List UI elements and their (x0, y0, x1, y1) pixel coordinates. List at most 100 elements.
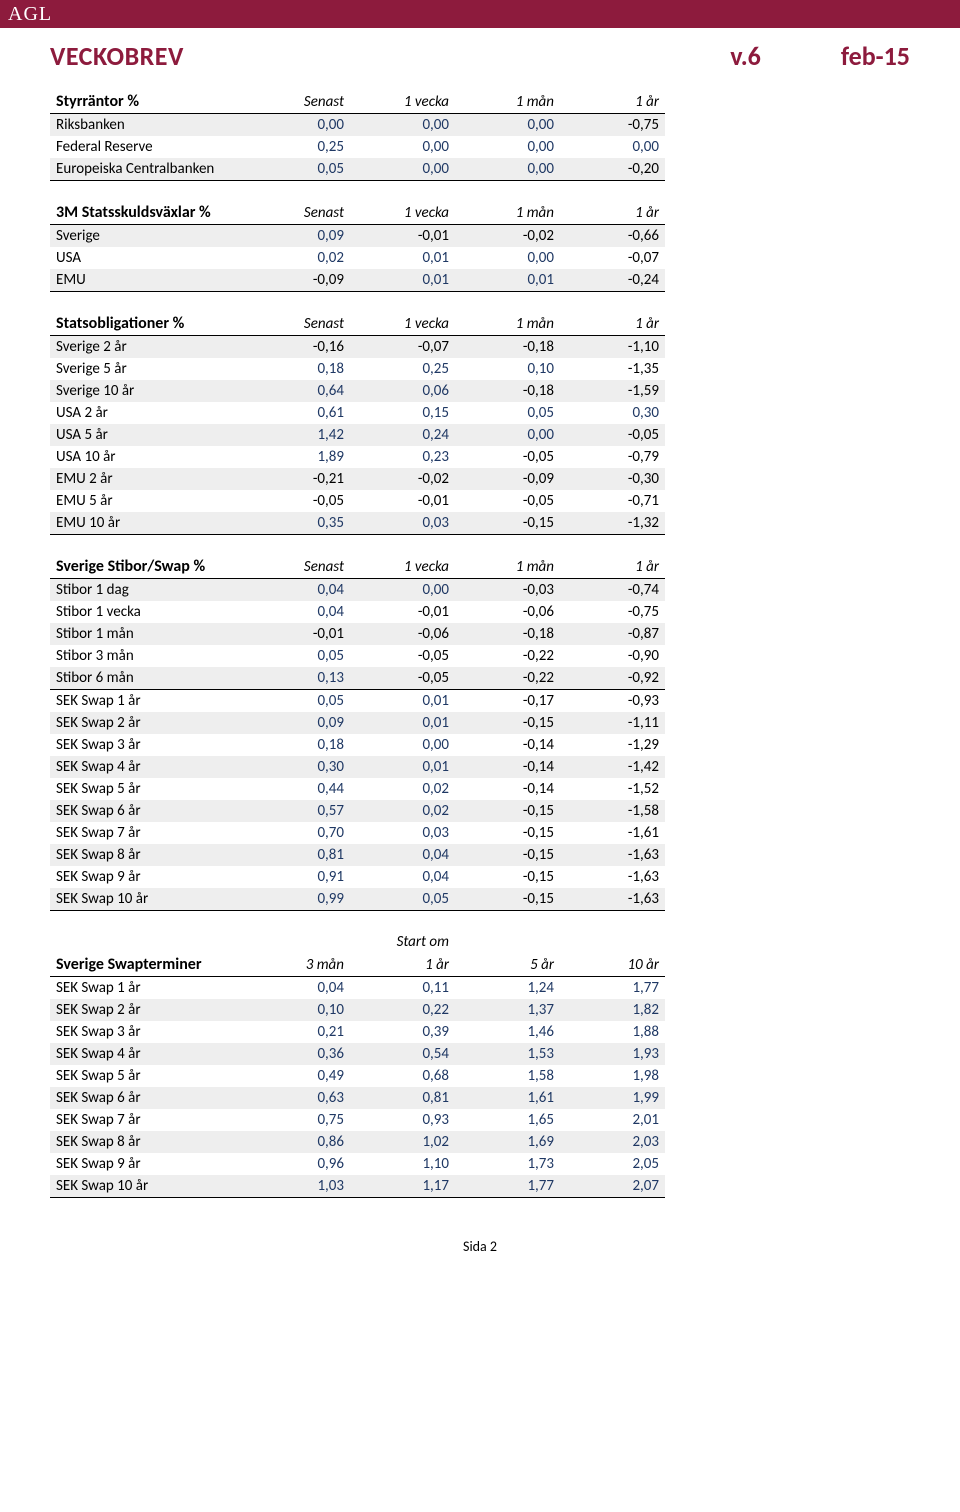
row-label: SEK Swap 5 år (50, 778, 250, 800)
cell-value: -0,22 (455, 645, 560, 667)
cell-value: 0,00 (455, 247, 560, 269)
cell-value: -0,06 (455, 601, 560, 623)
tables-wrap: Styrräntor %Senast1 vecka1 mån1 årRiksba… (50, 90, 665, 1198)
table-row: SEK Swap 5 år0,440,02-0,14-1,52 (50, 778, 665, 800)
statsskuld-table: 3M Statsskuldsväxlar %Senast1 vecka1 mån… (50, 201, 665, 292)
table-row: Riksbanken0,000,000,00-0,75 (50, 114, 665, 137)
swapterm-col-0: 3 mån (250, 953, 350, 977)
cell-value: -0,05 (350, 667, 455, 690)
cell-value: -1,11 (560, 712, 665, 734)
row-label: Sverige 5 år (50, 358, 250, 380)
statsoblig-title: Statsobligationer % (50, 312, 250, 336)
cell-value: 0,06 (350, 380, 455, 402)
row-label: SEK Swap 7 år (50, 1109, 250, 1131)
statsoblig-col-0: Senast (250, 312, 350, 336)
cell-value: 1,17 (350, 1175, 455, 1198)
cell-value: -0,09 (250, 269, 350, 292)
cell-value: -1,63 (560, 844, 665, 866)
cell-value: -0,90 (560, 645, 665, 667)
period-label: feb-15 (841, 40, 910, 72)
table-row: SEK Swap 2 år0,100,221,371,82 (50, 999, 665, 1021)
row-label: Stibor 6 mån (50, 667, 250, 690)
row-label: SEK Swap 3 år (50, 734, 250, 756)
table-row: Sverige 5 år0,180,250,10-1,35 (50, 358, 665, 380)
cell-value: 0,05 (455, 402, 560, 424)
statsoblig-col-1: 1 vecka (350, 312, 455, 336)
table-row: USA0,020,010,00-0,07 (50, 247, 665, 269)
cell-value: 0,10 (250, 999, 350, 1021)
cell-value: 0,25 (350, 358, 455, 380)
cell-value: 1,58 (455, 1065, 560, 1087)
table-row: SEK Swap 1 år0,040,111,241,77 (50, 977, 665, 1000)
cell-value: 1,82 (560, 999, 665, 1021)
statsskuld-col-0: Senast (250, 201, 350, 225)
cell-value: 0,01 (350, 690, 455, 713)
cell-value: 0,05 (250, 645, 350, 667)
cell-value: -1,29 (560, 734, 665, 756)
cell-value: 0,25 (250, 136, 350, 158)
cell-value: -1,59 (560, 380, 665, 402)
cell-value: -0,01 (350, 601, 455, 623)
cell-value: 1,69 (455, 1131, 560, 1153)
cell-value: -0,05 (560, 424, 665, 446)
cell-value: 1,61 (455, 1087, 560, 1109)
cell-value: -0,75 (560, 114, 665, 137)
cell-value: 0,00 (350, 734, 455, 756)
cell-value: -0,03 (455, 579, 560, 602)
swapterm-col-3: 10 år (560, 953, 665, 977)
cell-value: 0,36 (250, 1043, 350, 1065)
cell-value: 0,00 (455, 424, 560, 446)
cell-value: -0,01 (350, 490, 455, 512)
cell-value: -0,21 (250, 468, 350, 490)
row-label: SEK Swap 1 år (50, 977, 250, 1000)
cell-value: 0,54 (350, 1043, 455, 1065)
cell-value: -0,15 (455, 844, 560, 866)
table-row: Stibor 3 mån0,05-0,05-0,22-0,90 (50, 645, 665, 667)
cell-value: 0,01 (350, 712, 455, 734)
cell-value: 0,09 (250, 225, 350, 248)
cell-value: -0,15 (455, 800, 560, 822)
cell-value: 2,07 (560, 1175, 665, 1198)
row-label: Sverige 2 år (50, 336, 250, 359)
cell-value: -0,15 (455, 822, 560, 844)
row-label: SEK Swap 8 år (50, 1131, 250, 1153)
row-label: Stibor 1 vecka (50, 601, 250, 623)
cell-value: 2,01 (560, 1109, 665, 1131)
stibor-col-0: Senast (250, 555, 350, 579)
cell-value: 0,00 (455, 136, 560, 158)
cell-value: 1,89 (250, 446, 350, 468)
swapterm-title: Sverige Swapterminer (50, 953, 250, 977)
cell-value: -1,35 (560, 358, 665, 380)
row-label: USA 2 år (50, 402, 250, 424)
cell-value: 0,05 (250, 158, 350, 181)
table-row: SEK Swap 9 år0,910,04-0,15-1,63 (50, 866, 665, 888)
cell-value: 0,81 (350, 1087, 455, 1109)
cell-value: 1,73 (455, 1153, 560, 1175)
cell-value: -0,15 (455, 712, 560, 734)
swapterm-table: Start omSverige Swapterminer3 mån1 år5 å… (50, 931, 665, 1198)
row-label: EMU 5 år (50, 490, 250, 512)
row-label: SEK Swap 10 år (50, 888, 250, 911)
row-label: Stibor 1 mån (50, 623, 250, 645)
cell-value: -0,93 (560, 690, 665, 713)
styrrantor-col-1: 1 vecka (350, 90, 455, 114)
cell-value: 0,01 (350, 756, 455, 778)
cell-value: -0,66 (560, 225, 665, 248)
cell-value: -0,14 (455, 756, 560, 778)
cell-value: -0,14 (455, 734, 560, 756)
cell-value: 0,64 (250, 380, 350, 402)
cell-value: 1,88 (560, 1021, 665, 1043)
statsoblig-col-2: 1 mån (455, 312, 560, 336)
row-label: SEK Swap 6 år (50, 1087, 250, 1109)
cell-value: 0,11 (350, 977, 455, 1000)
row-label: Sverige (50, 225, 250, 248)
table-row: SEK Swap 3 år0,180,00-0,14-1,29 (50, 734, 665, 756)
statsskuld-col-2: 1 mån (455, 201, 560, 225)
logo-bar: AGL (0, 0, 960, 28)
cell-value: 0,00 (250, 114, 350, 137)
cell-value: -1,63 (560, 866, 665, 888)
statsskuld-col-3: 1 år (560, 201, 665, 225)
cell-value: 1,02 (350, 1131, 455, 1153)
cell-value: 0,44 (250, 778, 350, 800)
cell-value: -0,16 (250, 336, 350, 359)
